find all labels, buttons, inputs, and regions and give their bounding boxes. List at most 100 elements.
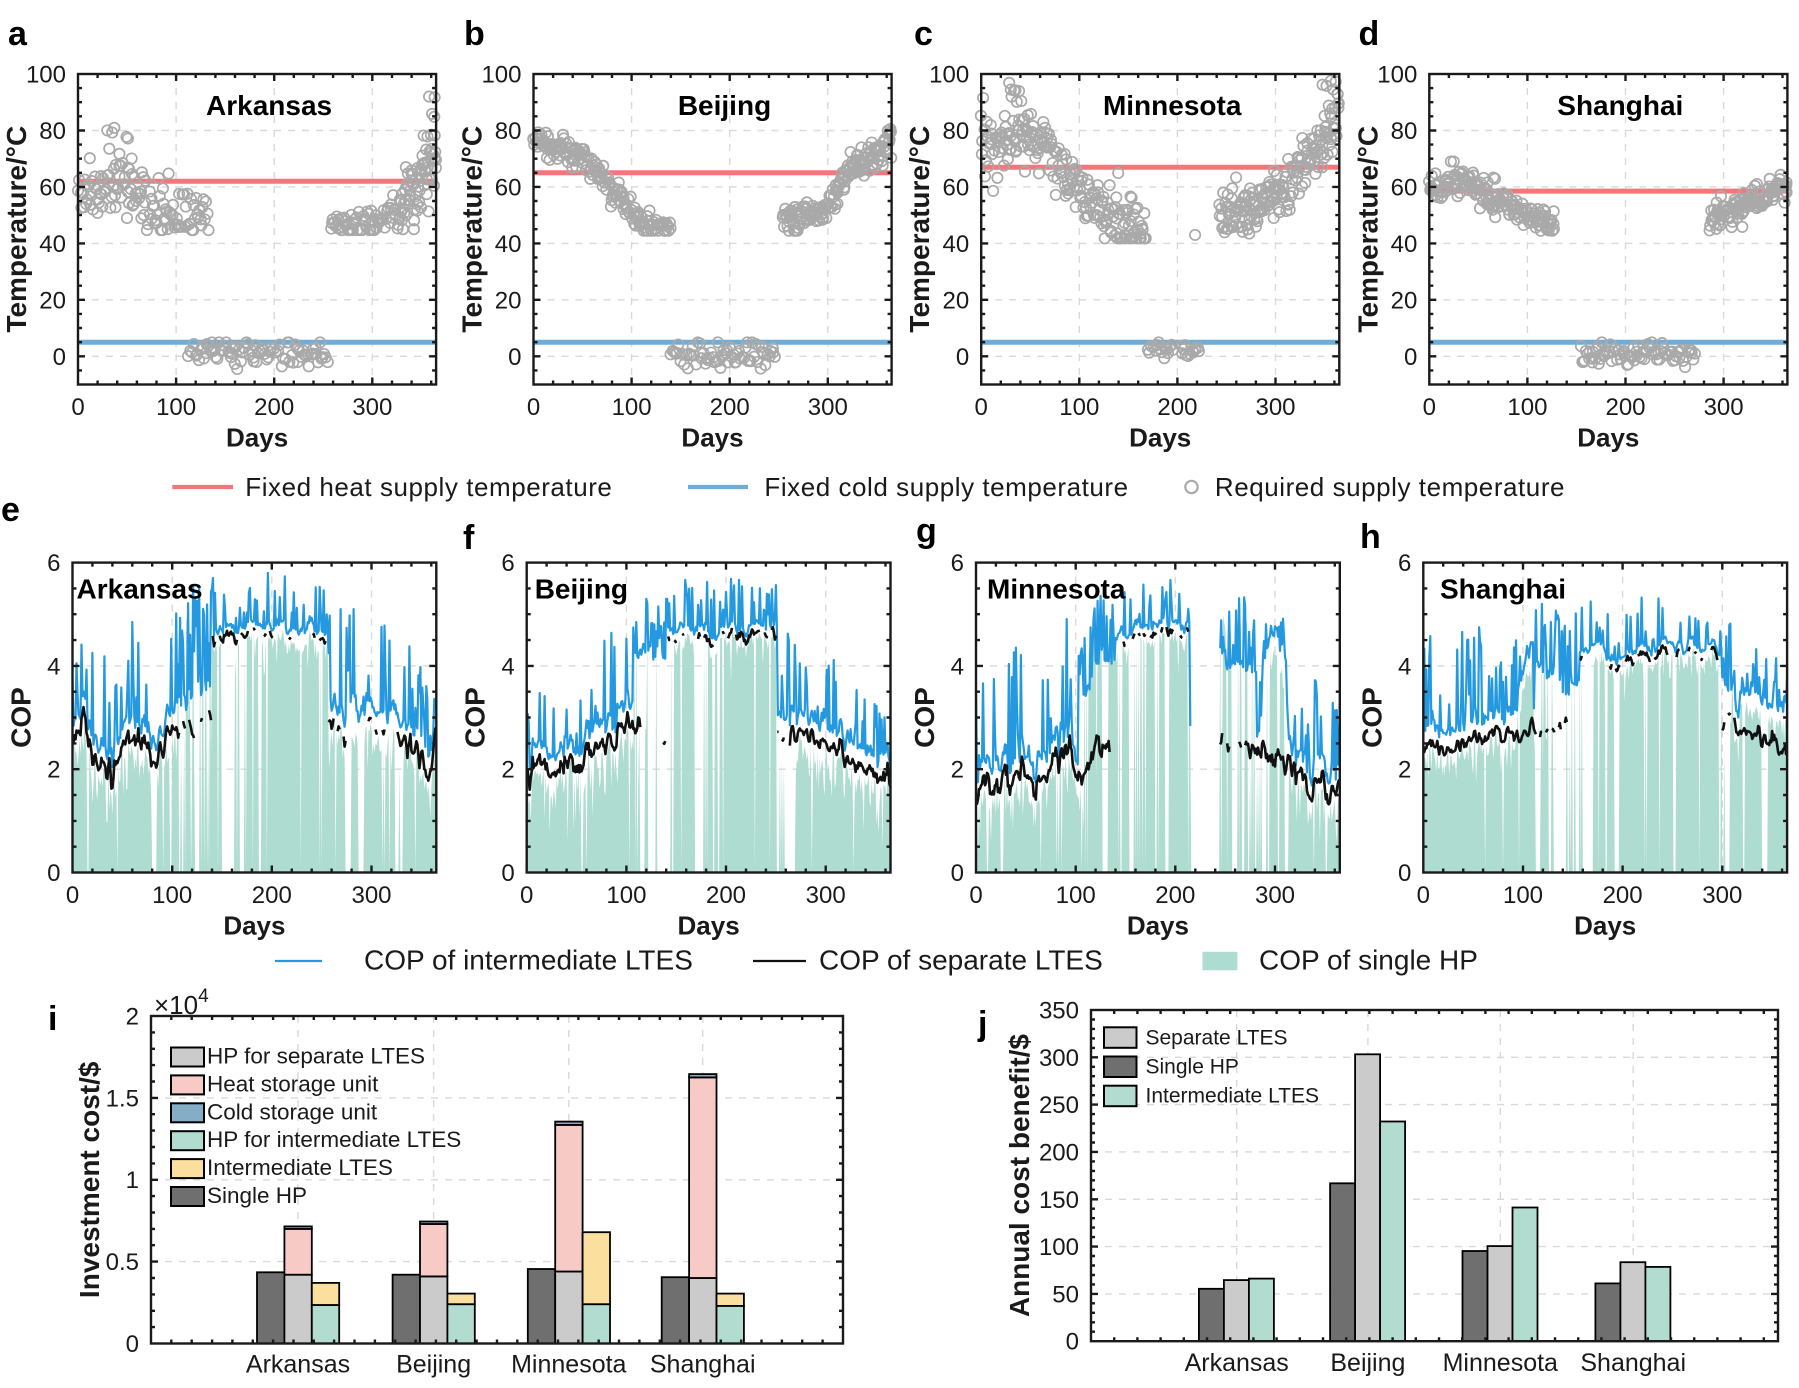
svg-text:2: 2 [126,1004,139,1031]
svg-text:0: 0 [1066,1329,1079,1356]
svg-text:200: 200 [710,394,750,421]
svg-text:6: 6 [1398,550,1411,577]
svg-text:150: 150 [1039,1187,1079,1214]
svg-text:200: 200 [706,882,746,909]
svg-text:0: 0 [66,882,79,909]
svg-text:Required supply temperature: Required supply temperature [1215,472,1565,502]
svg-text:HP for separate LTES: HP for separate LTES [207,1044,425,1069]
svg-text:0: 0 [527,394,540,421]
svg-text:0: 0 [501,860,514,887]
svg-text:300: 300 [352,394,392,421]
svg-text:100: 100 [1056,882,1096,909]
svg-text:1: 1 [126,1167,139,1194]
svg-text:300: 300 [1704,394,1744,421]
svg-text:20: 20 [495,287,522,314]
svg-text:Single HP: Single HP [207,1183,307,1208]
svg-text:i: i [48,1000,57,1038]
svg-text:HP for intermediate LTES: HP for intermediate LTES [207,1127,461,1152]
svg-text:100: 100 [606,882,646,909]
svg-text:0: 0 [520,882,533,909]
svg-text:Cold storage unit: Cold storage unit [207,1099,378,1124]
svg-text:Minnesota: Minnesota [987,574,1126,605]
svg-text:Days: Days [678,911,740,941]
svg-text:80: 80 [942,118,969,145]
svg-text:Beijing: Beijing [535,574,628,605]
svg-text:0: 0 [969,882,982,909]
svg-text:100: 100 [1377,62,1417,89]
svg-text:Arkansas: Arkansas [206,90,332,121]
svg-text:0: 0 [126,1331,139,1358]
svg-text:20: 20 [942,287,969,314]
svg-text:200: 200 [1039,1139,1079,1166]
svg-text:Days: Days [226,423,288,453]
svg-text:100: 100 [481,62,521,89]
svg-text:b: b [464,15,485,53]
svg-text:0: 0 [975,394,988,421]
svg-text:COP: COP [460,687,491,748]
svg-text:200: 200 [1155,882,1195,909]
svg-text:100: 100 [929,62,969,89]
svg-text:Minnesota: Minnesota [1103,90,1242,121]
svg-text:350: 350 [1039,998,1079,1025]
svg-text:COP: COP [909,687,940,748]
svg-text:0: 0 [508,344,521,371]
svg-text:Shanghai: Shanghai [1580,1349,1686,1377]
svg-text:Arkansas: Arkansas [1185,1349,1289,1377]
svg-text:COP: COP [6,687,37,748]
svg-text:Temperature/°C: Temperature/°C [1,126,32,333]
svg-text:100: 100 [156,394,196,421]
svg-text:100: 100 [1059,394,1099,421]
svg-text:Shanghai: Shanghai [650,1351,756,1379]
svg-text:4: 4 [951,653,964,680]
svg-text:300: 300 [351,882,391,909]
svg-text:100: 100 [152,882,192,909]
svg-text:40: 40 [495,231,522,258]
svg-text:2: 2 [501,757,514,784]
svg-text:200: 200 [1603,882,1643,909]
svg-text:80: 80 [495,118,522,145]
svg-text:300: 300 [808,394,848,421]
svg-text:Days: Days [681,423,743,453]
svg-text:0: 0 [1404,344,1417,371]
svg-text:Temperature/°C: Temperature/°C [904,126,935,333]
svg-text:200: 200 [1605,394,1645,421]
svg-text:Days: Days [1577,423,1639,453]
svg-text:200: 200 [254,394,294,421]
svg-text:Heat storage unit: Heat storage unit [207,1071,379,1096]
svg-text:c: c [914,15,933,53]
svg-text:100: 100 [1039,1234,1079,1261]
svg-text:4: 4 [47,653,60,680]
svg-text:20: 20 [39,287,66,314]
svg-text:100: 100 [612,394,652,421]
svg-text:Intermediate LTES: Intermediate LTES [1146,1085,1320,1108]
svg-text:40: 40 [942,231,969,258]
svg-text:1.5: 1.5 [106,1085,139,1112]
svg-text:f: f [463,519,475,557]
svg-text:300: 300 [806,882,846,909]
svg-text:COP of single HP: COP of single HP [1259,945,1478,976]
svg-text:300: 300 [1702,882,1742,909]
svg-text:2: 2 [1398,757,1411,784]
svg-text:Annual cost benefit/$: Annual cost benefit/$ [1004,1034,1035,1318]
svg-text:4: 4 [501,653,514,680]
svg-text:Arkansas: Arkansas [246,1351,350,1379]
svg-text:COP: COP [1356,687,1387,748]
svg-text:6: 6 [47,550,60,577]
svg-text:Separate LTES: Separate LTES [1146,1026,1288,1049]
svg-text:40: 40 [39,231,66,258]
svg-text:Shanghai: Shanghai [1557,90,1683,121]
svg-text:100: 100 [1507,394,1547,421]
svg-text:Single HP: Single HP [1146,1056,1239,1079]
svg-text:Investment cost/$: Investment cost/$ [74,1061,105,1298]
svg-text:Days: Days [1129,423,1191,453]
svg-text:Beijing: Beijing [1330,1349,1405,1377]
svg-text:6: 6 [951,550,964,577]
svg-text:250: 250 [1039,1092,1079,1119]
svg-text:0: 0 [53,344,66,371]
svg-text:50: 50 [1052,1281,1079,1308]
svg-text:0: 0 [1417,882,1430,909]
svg-text:Intermediate LTES: Intermediate LTES [207,1155,393,1180]
svg-text:0: 0 [47,860,60,887]
svg-text:60: 60 [1391,174,1418,201]
svg-text:Fixed heat supply temperature: Fixed heat supply temperature [245,472,612,502]
